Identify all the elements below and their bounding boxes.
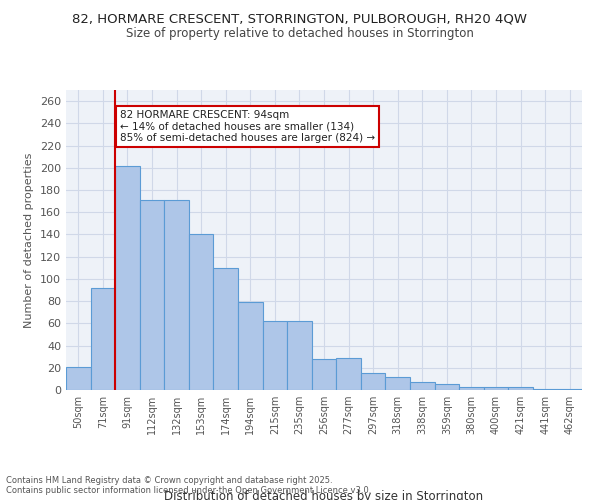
Bar — [361, 374, 385, 390]
Text: 82 HORMARE CRESCENT: 94sqm
← 14% of detached houses are smaller (134)
85% of sem: 82 HORMARE CRESCENT: 94sqm ← 14% of deta… — [120, 110, 375, 143]
Bar — [312, 359, 336, 390]
Bar — [336, 358, 361, 390]
Text: 82, HORMARE CRESCENT, STORRINGTON, PULBOROUGH, RH20 4QW: 82, HORMARE CRESCENT, STORRINGTON, PULBO… — [73, 12, 527, 26]
Bar — [385, 376, 410, 390]
Bar — [434, 384, 459, 390]
Bar — [263, 321, 287, 390]
Bar — [533, 389, 557, 390]
Bar — [189, 234, 214, 390]
Bar — [557, 389, 582, 390]
Y-axis label: Number of detached properties: Number of detached properties — [25, 152, 34, 328]
Bar — [459, 386, 484, 390]
Bar — [164, 200, 189, 390]
Bar — [214, 268, 238, 390]
Bar — [91, 288, 115, 390]
Bar — [140, 200, 164, 390]
Text: Contains HM Land Registry data © Crown copyright and database right 2025.
Contai: Contains HM Land Registry data © Crown c… — [6, 476, 371, 495]
Bar — [115, 166, 140, 390]
Bar — [410, 382, 434, 390]
X-axis label: Distribution of detached houses by size in Storrington: Distribution of detached houses by size … — [164, 490, 484, 500]
Bar — [66, 366, 91, 390]
Text: Size of property relative to detached houses in Storrington: Size of property relative to detached ho… — [126, 28, 474, 40]
Bar — [484, 386, 508, 390]
Bar — [238, 302, 263, 390]
Bar — [508, 386, 533, 390]
Bar — [287, 321, 312, 390]
